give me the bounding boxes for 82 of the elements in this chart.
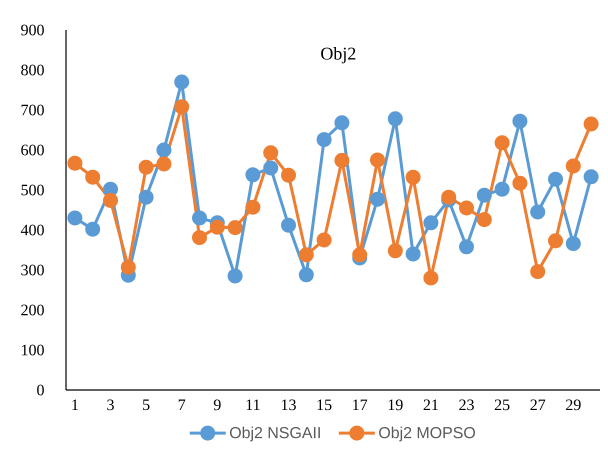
- x-tick-label: 7: [178, 400, 186, 410]
- y-tick-label: 400: [20, 224, 44, 236]
- point: [512, 176, 528, 191]
- point: [530, 264, 546, 280]
- point: [85, 222, 100, 237]
- point: [334, 115, 350, 130]
- point: [174, 74, 190, 90]
- y-tick-label: 800: [21, 64, 44, 76]
- point: [316, 132, 332, 148]
- point: [263, 160, 278, 176]
- x-tick-label: 3: [107, 400, 114, 410]
- point: [263, 145, 278, 160]
- point: [459, 200, 474, 216]
- point: [245, 167, 260, 182]
- point: [423, 215, 438, 230]
- point: [298, 267, 314, 282]
- point: [548, 233, 564, 248]
- point: [406, 170, 421, 185]
- x-tick-label: 21: [424, 400, 438, 410]
- point: [192, 230, 208, 246]
- point: [334, 152, 350, 168]
- point: [156, 156, 172, 172]
- point: [228, 220, 243, 236]
- point: [370, 192, 386, 207]
- point: [67, 210, 82, 226]
- x-tick-label: 29: [566, 400, 581, 410]
- point: [281, 218, 296, 233]
- x-tick-label: 5: [143, 400, 150, 410]
- text: Obj2: [321, 47, 356, 64]
- y-tick-label: 300: [21, 264, 44, 276]
- legend-label: Obj2 MOPSO: [379, 426, 476, 442]
- point: [103, 192, 118, 208]
- point: [566, 236, 581, 252]
- point: [476, 212, 492, 228]
- point: [388, 243, 403, 258]
- x-tick-label: 15: [318, 400, 332, 410]
- y-tick-label: 0: [37, 384, 44, 396]
- point: [512, 114, 528, 129]
- point: [67, 156, 82, 171]
- point: [530, 204, 546, 220]
- point: [316, 232, 332, 248]
- x-tick-label: 19: [388, 400, 403, 410]
- point: [406, 246, 421, 262]
- point: [494, 182, 510, 197]
- y-tick-label: 100: [22, 344, 44, 356]
- x-tick-label: 23: [459, 400, 474, 410]
- point: [459, 239, 474, 254]
- x-tick-label: 13: [282, 400, 296, 410]
- x-tick-label: 9: [214, 400, 221, 410]
- point: [281, 168, 296, 183]
- point: [494, 135, 510, 150]
- point: [228, 268, 243, 284]
- point: [566, 158, 581, 174]
- x-tick-label: 25: [494, 400, 510, 410]
- point: [138, 160, 154, 175]
- point: [174, 99, 190, 114]
- x-tick-label: 1: [72, 400, 78, 410]
- point: [423, 270, 438, 286]
- point: [584, 169, 599, 184]
- y-tick-label: 500: [22, 184, 44, 196]
- point: [210, 220, 225, 235]
- y-tick-label: 200: [21, 304, 44, 316]
- point: [584, 116, 599, 132]
- point: [138, 190, 154, 205]
- x-tick-label: 27: [530, 400, 546, 410]
- y-tick-label: 900: [21, 24, 44, 36]
- x-tick-label: 17: [353, 400, 368, 410]
- point: [298, 247, 314, 262]
- point: [476, 188, 492, 203]
- legend-label: Obj2 NSGAII: [230, 426, 320, 442]
- x-tick-label: 11: [246, 400, 260, 410]
- point: [370, 152, 386, 168]
- point: [352, 247, 368, 262]
- point: [245, 200, 260, 215]
- point: [192, 210, 208, 226]
- y-tick-label: 600: [21, 144, 44, 156]
- point: [548, 172, 564, 187]
- point: [120, 260, 136, 275]
- point: [156, 142, 172, 158]
- point: [85, 170, 100, 185]
- y-tick-label: 700: [22, 104, 44, 116]
- point: [388, 111, 403, 126]
